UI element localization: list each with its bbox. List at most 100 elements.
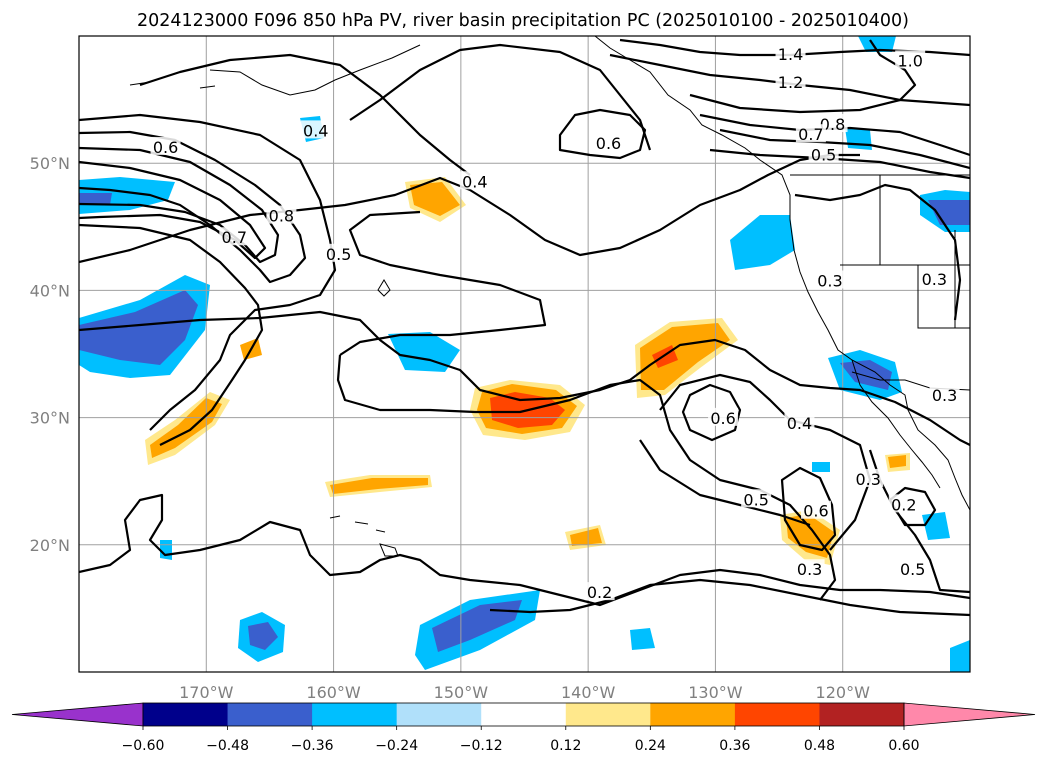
colorbar-segment [227, 703, 313, 726]
map-frame [78, 35, 971, 673]
shade-positive-4b [150, 398, 222, 458]
colorbar-segment [396, 703, 482, 726]
shade-negative-12b [432, 600, 522, 652]
contour-label-bg [919, 269, 950, 288]
y-tick-label: 30°N [30, 409, 70, 428]
colorbar-tick-label: 0.12 [550, 738, 581, 754]
colorbar-segment [565, 703, 651, 726]
x-tick-label: 170°W [179, 683, 234, 702]
contour-label: 0.3 [817, 271, 842, 290]
contour-label-bg [150, 136, 181, 155]
chart-title: 2024123000 F096 850 hPa PV, river basin … [137, 11, 909, 31]
contour-labels: 0.60.40.40.80.70.50.61.41.21.00.80.70.50… [150, 44, 960, 602]
colorbar-tick-label: −0.12 [460, 738, 503, 754]
colorbar-tick-label: 0.48 [804, 738, 835, 754]
y-tick-label: 20°N [30, 536, 70, 555]
contour-label: 0.6 [596, 134, 621, 153]
shade-negative-10 [160, 540, 172, 560]
shade-negative-11b [248, 622, 278, 650]
contour-label: 0.8 [269, 207, 294, 226]
contour-0.7-north [719, 128, 970, 170]
colorbar-segment [481, 703, 567, 726]
contour-0.2-small [888, 486, 937, 527]
contour-label: 1.2 [778, 73, 803, 92]
contour-0.6-northwest [79, 130, 307, 284]
shade-positive-8b [888, 455, 906, 468]
contour-0.3-southwest [79, 493, 970, 607]
contour-0.4-central [79, 153, 860, 264]
colorbar-extend-max [903, 702, 1036, 727]
shade-negative-5 [388, 332, 460, 372]
colorbar-tick-label: −0.60 [122, 738, 165, 754]
state-borders [840, 175, 970, 329]
contour-label-bg [775, 72, 806, 91]
contour-label-bg [219, 227, 250, 246]
gridlines [79, 36, 970, 672]
shade-negative-6b [840, 360, 892, 390]
contour-label: 0.8 [820, 115, 845, 134]
colorbar: −0.60 −0.48 −0.36 −0.24 −0.12 0.12 0.24 0.36 0.4… [11, 702, 1036, 754]
colorbar-segment [819, 703, 905, 726]
contour-label-bg [300, 120, 331, 139]
contour-label: 0.5 [326, 245, 351, 264]
x-tick-label: 120°W [816, 683, 871, 702]
contour-label-bg [266, 205, 297, 224]
contour-label: 0.5 [900, 560, 925, 579]
contour-0.2-south [489, 578, 970, 617]
x-tick-label: 150°W [434, 683, 489, 702]
contour-label-bg [929, 384, 960, 403]
colorbar-segment [650, 703, 736, 726]
shade-negative-2b [79, 290, 198, 365]
shade-negative-15 [950, 640, 970, 672]
contour-label: 0.6 [153, 138, 178, 157]
contour-0.5-north [709, 148, 970, 180]
contour-label: 0.4 [303, 121, 328, 140]
x-tick-label: 160°W [306, 683, 361, 702]
y-tick-label: 50°N [30, 154, 70, 173]
contour-label-bg [741, 489, 772, 508]
colorbar-segment [312, 703, 398, 726]
contour-label: 0.3 [932, 386, 957, 405]
shade-negative-16 [812, 462, 830, 472]
contour-label-bg [853, 468, 884, 487]
contour-label-bg [794, 559, 825, 578]
island-35n [377, 279, 391, 297]
contour-label-bg [888, 494, 919, 513]
colorbar-tick-label: 0.60 [888, 738, 919, 754]
contour-label: 1.4 [778, 45, 803, 64]
contour-0.6-ellipse [780, 466, 837, 552]
colorbar-extend-min [11, 702, 144, 727]
contour-label: 0.6 [710, 409, 735, 428]
shade-positive-6b [786, 514, 834, 558]
shade-positive-5b [330, 478, 428, 494]
colorbar-tick-label: −0.24 [375, 738, 418, 754]
x-tick-labels: 170°W 160°W 150°W 140°W 130°W 120°W [179, 683, 870, 702]
colorbar-segment [734, 703, 820, 726]
contour-label: 0.2 [587, 583, 612, 602]
contour-label: 0.4 [462, 172, 487, 191]
contour-label-bg [459, 171, 490, 190]
shade-positive-7b [570, 528, 602, 546]
contour-1.0 [689, 39, 917, 114]
contour-0.4-north [139, 53, 471, 176]
contour-label-bg [323, 243, 354, 262]
x-tick-label: 130°W [688, 683, 743, 702]
shade-negative-8 [858, 36, 896, 52]
contour-label: 0.7 [222, 228, 247, 247]
shade-negative-13 [630, 628, 655, 650]
contour-label-bg [775, 44, 806, 63]
pv-contours [79, 38, 970, 617]
contour-label: 0.4 [787, 414, 812, 433]
contour-label-bg [795, 124, 826, 143]
map-area: 0.60.40.40.80.70.50.61.41.21.00.80.70.50… [79, 36, 970, 672]
contour-label: 0.7 [798, 125, 823, 144]
contour-label: 0.5 [811, 146, 836, 165]
contour-label-bg [593, 133, 624, 152]
colorbar-tick-label: 0.36 [719, 738, 750, 754]
colorbar-tick-label: 0.24 [635, 738, 666, 754]
contour-label: 0.3 [922, 270, 947, 289]
contour-label: 0.5 [743, 490, 768, 509]
contour-0.6-south [681, 383, 742, 442]
coastlines [129, 36, 970, 557]
